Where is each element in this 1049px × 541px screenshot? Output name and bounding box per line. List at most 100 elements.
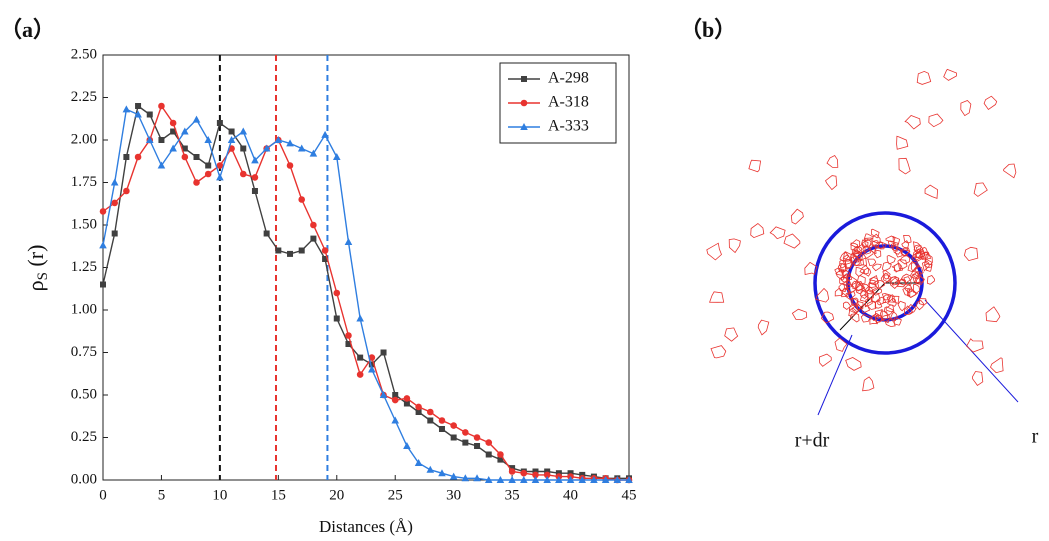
molecule <box>790 208 804 225</box>
molecule <box>855 266 866 277</box>
x-tick-label: 10 <box>212 487 227 503</box>
marker <box>392 392 399 398</box>
marker <box>497 456 504 463</box>
molecule <box>901 240 910 251</box>
marker <box>287 250 294 257</box>
marker <box>192 115 201 123</box>
molecule <box>863 288 875 299</box>
marker <box>158 102 165 110</box>
molecule <box>826 154 839 168</box>
molecule <box>904 305 913 315</box>
molecule <box>791 308 808 320</box>
molecule <box>886 254 896 265</box>
molecule <box>850 252 858 263</box>
y-tick-label: 1.75 <box>71 174 97 190</box>
marker <box>426 465 435 473</box>
molecule <box>757 319 770 336</box>
molecule <box>882 269 891 280</box>
marker <box>520 99 528 107</box>
molecule <box>834 337 848 352</box>
marker <box>625 476 633 483</box>
marker <box>590 476 598 483</box>
molecule <box>877 241 888 250</box>
marker <box>332 153 341 160</box>
marker <box>262 144 271 152</box>
molecule <box>877 296 887 306</box>
molecule <box>903 276 912 287</box>
marker <box>122 105 131 113</box>
molecule <box>928 113 944 128</box>
molecule <box>874 299 883 309</box>
molecule <box>748 159 762 173</box>
molecule <box>860 314 871 323</box>
marker <box>462 439 469 446</box>
marker <box>146 111 153 118</box>
marker <box>193 154 200 160</box>
molecule <box>839 259 847 269</box>
marker <box>99 208 107 215</box>
molecule <box>897 278 907 286</box>
molecule <box>855 280 864 291</box>
molecule <box>896 135 909 150</box>
molecule <box>869 244 877 255</box>
molecule <box>769 226 786 240</box>
marker <box>508 476 516 483</box>
molecule <box>863 233 874 242</box>
marker <box>566 476 575 483</box>
marker <box>193 179 200 186</box>
molecule <box>890 277 901 289</box>
molecule <box>903 234 912 244</box>
molecule <box>848 308 858 317</box>
molecule <box>887 240 896 248</box>
molecule <box>874 249 882 259</box>
molecule <box>874 241 885 249</box>
marker <box>123 154 130 160</box>
molecule <box>943 68 957 81</box>
x-tick-label: 20 <box>329 487 344 503</box>
marker <box>99 241 107 249</box>
marker <box>438 417 446 424</box>
marker <box>391 396 399 404</box>
molecule <box>872 263 882 272</box>
marker <box>380 349 387 356</box>
y-tick-label: 1.00 <box>71 301 97 317</box>
marker <box>484 476 493 483</box>
marker <box>544 468 551 475</box>
molecule <box>852 252 861 263</box>
marker <box>134 110 142 118</box>
molecule <box>854 280 866 292</box>
marker <box>543 471 551 479</box>
outer-shell <box>813 211 957 355</box>
marker <box>555 476 563 483</box>
molecule <box>904 283 913 293</box>
y-label-symbol: ρ <box>23 280 48 291</box>
series-line <box>102 108 629 481</box>
marker <box>216 173 224 181</box>
marker <box>379 391 388 398</box>
molecule <box>856 243 866 253</box>
molecule <box>869 274 879 284</box>
marker <box>321 247 329 254</box>
marker <box>474 443 481 449</box>
marker <box>181 145 188 152</box>
marker <box>415 409 422 415</box>
molecule <box>983 95 998 111</box>
marker <box>485 451 492 458</box>
molecule <box>820 311 835 324</box>
molecule <box>890 242 899 252</box>
molecule <box>859 265 870 275</box>
molecule <box>864 285 874 295</box>
molecule <box>990 357 1004 374</box>
legend-label: A-318 <box>548 94 589 111</box>
marker <box>251 174 259 181</box>
marker <box>415 403 422 411</box>
marker <box>426 408 434 416</box>
molecule <box>862 376 875 392</box>
molecule <box>897 259 908 270</box>
marker <box>567 470 574 477</box>
marker <box>322 256 329 262</box>
marker <box>239 127 248 135</box>
molecule <box>889 311 898 322</box>
y-tick-label: 0.25 <box>71 429 97 445</box>
